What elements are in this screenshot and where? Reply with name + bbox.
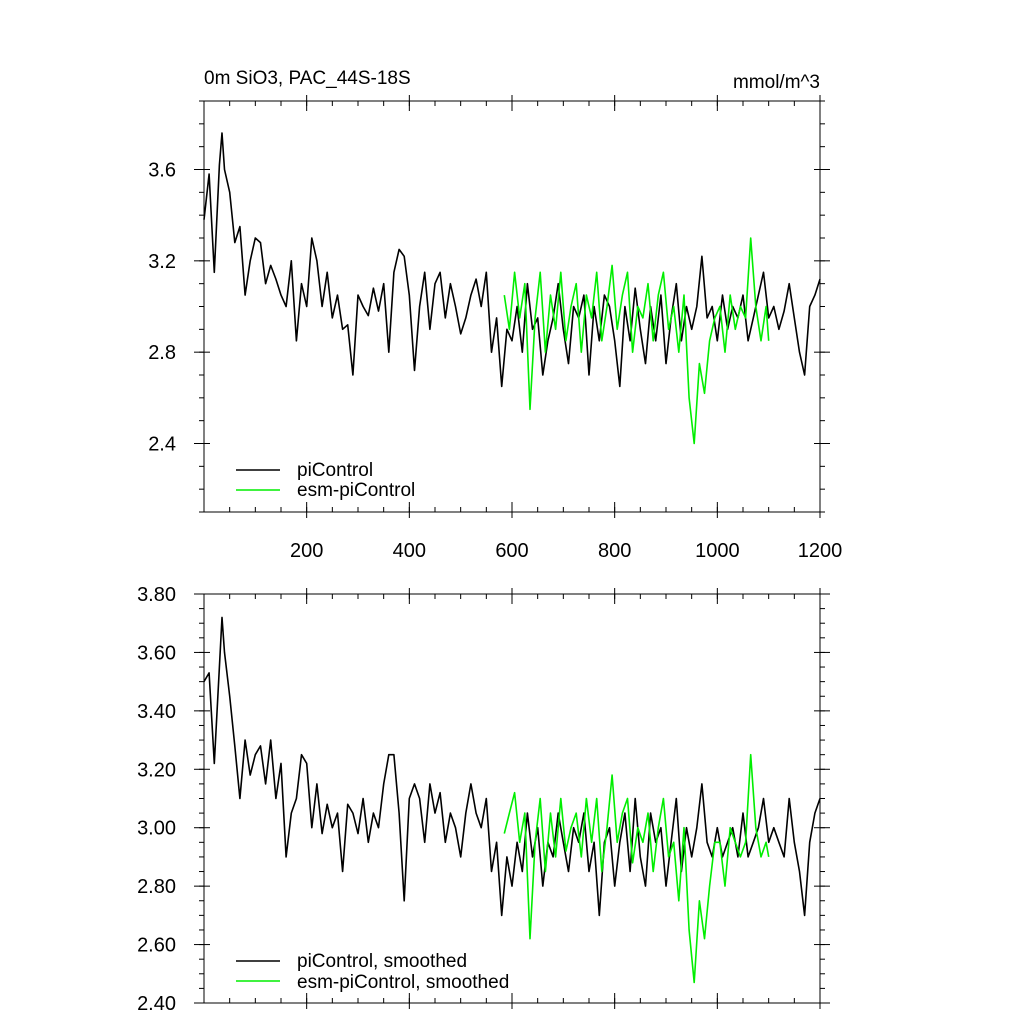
legend-label-esm-picontrol-smoothed: esm-piControl, smoothed: [297, 972, 509, 993]
series-line-picontrol-smoothed: [203, 616, 821, 917]
y-tick-label: 3.80: [137, 584, 176, 606]
series-line-esm-picontrol-smoothed: [503, 753, 770, 984]
x-tick-label: 800: [598, 540, 631, 562]
y-tick-label: 2.8: [148, 342, 176, 364]
y-tick-label: 3.60: [137, 642, 176, 664]
legend-label-esm-picontrol: esm-piControl: [297, 480, 415, 501]
y-tick-label: 3.2: [148, 251, 176, 273]
top-axes: 200 400 600 800 1000 1200 2.4 2.8 3.2 3.6: [148, 95, 842, 562]
top-legend: piControl esm-piControl: [236, 460, 415, 501]
top-series: [203, 132, 821, 445]
chart-title: 0m SiO3, PAC_44S-18S: [204, 68, 411, 89]
x-tick-label: 600: [495, 540, 528, 562]
y-tick-label: 2.4: [148, 434, 176, 456]
x-tick-label: 1000: [695, 540, 740, 562]
y-tick-label: 3.6: [148, 160, 176, 182]
bottom-axes: 2.40 2.60 2.80 3.00 3.20 3.40 3.60 3.80: [137, 584, 830, 1015]
y-tick-label: 3.00: [137, 818, 176, 840]
units-label: mmol/m^3: [733, 72, 820, 93]
legend-label-picontrol-smoothed: piControl, smoothed: [297, 951, 467, 972]
x-tick-label: 200: [290, 540, 323, 562]
top-panel: 0m SiO3, PAC_44S-18S mmol/m^3 200 400 600 8…: [148, 68, 842, 562]
y-tick-label: 3.20: [137, 759, 176, 781]
x-tick-label: 1200: [798, 540, 843, 562]
y-tick-label: 2.40: [137, 993, 176, 1015]
bottom-legend: piControl, smoothed esm-piControl, smoot…: [236, 951, 509, 993]
bottom-panel: 2.40 2.60 2.80 3.00 3.20 3.40 3.60 3.80 piContr…: [137, 584, 830, 1015]
legend-label-picontrol: piControl: [297, 460, 373, 481]
x-tick-label: 400: [393, 540, 426, 562]
y-tick-label: 2.60: [137, 935, 176, 957]
series-line-picontrol: [203, 132, 821, 388]
bottom-series: [203, 616, 821, 984]
y-tick-label: 3.40: [137, 701, 176, 723]
series-line-esm-picontrol: [503, 237, 770, 445]
y-tick-label: 2.80: [137, 876, 176, 898]
